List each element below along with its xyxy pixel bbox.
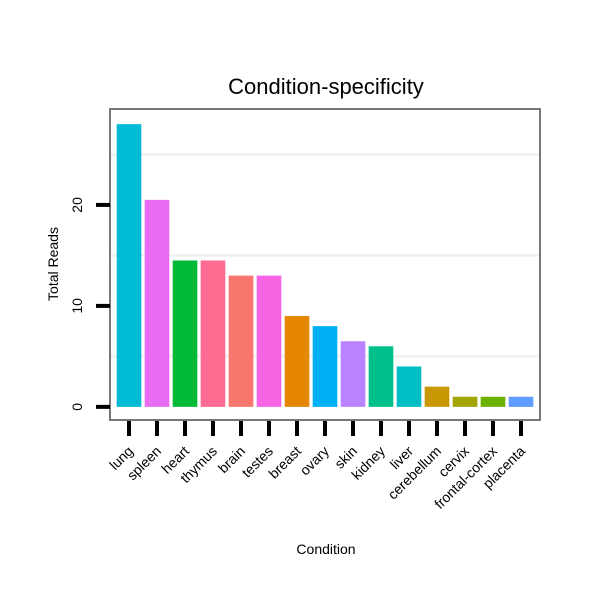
bar-breast <box>284 315 310 407</box>
y-tick-label: 0 <box>69 403 85 411</box>
bar-frontal-cortex <box>480 396 506 407</box>
bars <box>116 124 534 407</box>
chart-title: Condition-specificity <box>228 74 424 99</box>
x-tick-label-ovary: ovary <box>297 443 333 479</box>
bar-heart <box>172 260 198 407</box>
x-axis-ticks: lungspleenheartthymusbraintestesbreastov… <box>106 421 528 512</box>
x-tick-label-cerebellum: cerebellum <box>384 443 444 503</box>
bar-skin <box>340 341 366 407</box>
y-tick-label: 20 <box>69 197 85 213</box>
x-axis-label: Condition <box>296 541 355 557</box>
y-axis-label: Total Reads <box>45 227 61 301</box>
plot-panel <box>109 108 541 421</box>
bar-cerebellum <box>424 386 450 407</box>
bar-spleen <box>144 199 170 407</box>
x-tick-label-breast: breast <box>265 443 304 482</box>
bar-placenta <box>508 396 534 407</box>
bar-cervix <box>452 396 478 407</box>
bar-lung <box>116 124 142 407</box>
bar-liver <box>396 366 422 407</box>
bar-testes <box>256 275 282 407</box>
y-tick-label: 10 <box>69 298 85 314</box>
y-axis-ticks: 0 10 20 <box>69 197 110 411</box>
bar-brain <box>228 275 254 407</box>
bar-ovary <box>312 326 338 407</box>
bar-kidney <box>368 346 394 407</box>
bar-thymus <box>200 260 226 407</box>
